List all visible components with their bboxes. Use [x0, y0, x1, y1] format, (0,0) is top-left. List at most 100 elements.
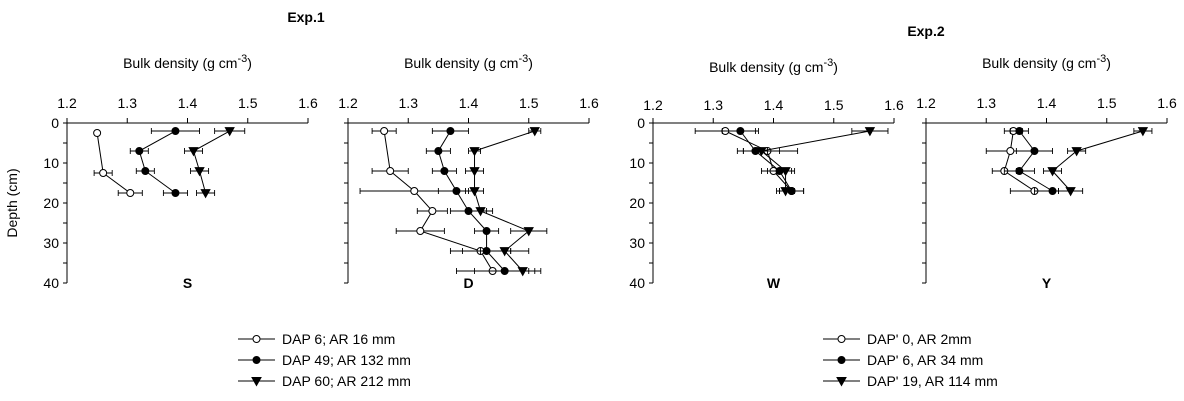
x-tick-label: 1.4: [764, 97, 784, 113]
data-point-filled-circle: [1048, 187, 1057, 195]
legend-label: DAP' 0, AR 2mm: [867, 331, 972, 347]
x-tick-label: 1.4: [1037, 95, 1057, 111]
series-line: [192, 130, 230, 194]
y-tick-label: 20: [629, 195, 645, 211]
x-tick-label: 1.2: [643, 97, 663, 113]
data-point-filled-triangle: [1071, 147, 1082, 157]
series-line: [96, 132, 131, 194]
x-axis-title-superscript: -3: [1096, 53, 1106, 65]
legend-marker-filled-circle: [837, 356, 846, 364]
x-axis-title: Bulk density (g cm-3): [404, 53, 533, 71]
series-line: [1018, 130, 1053, 192]
data-point-filled-triangle: [523, 227, 534, 237]
data-point-filled-circle: [1030, 147, 1039, 155]
x-axis-title-end: ): [247, 55, 252, 71]
legend-marker-filled-circle: [252, 356, 261, 364]
x-tick-label: 1.5: [1097, 95, 1117, 111]
panel-d: Bulk density (g cm-3) 1.2 1.3 1.4 1.5 1.6 D: [338, 53, 599, 291]
data-point-filled-triangle: [469, 187, 480, 197]
y-tick-label: 30: [629, 235, 645, 251]
legend-marker-open-circle: [837, 335, 846, 343]
data-point-filled-triangle: [756, 147, 767, 157]
data-point-filled-triangle: [200, 189, 211, 199]
x-axis-title-superscript: -3: [518, 53, 528, 65]
y-tick-label: 0: [51, 115, 59, 131]
series-line: [1003, 130, 1035, 192]
legend-label: DAP 49; AR 132 mm: [282, 352, 411, 368]
x-tick-label: 1.5: [824, 97, 844, 113]
data-point-open-circle: [126, 189, 135, 197]
legend-2: DAP' 0, AR 2mm DAP' 6, AR 34 mm DAP' 19, A…: [823, 331, 998, 389]
x-axis-title: Bulk density (g cm-3): [982, 53, 1111, 71]
data-point-filled-triangle: [1047, 167, 1058, 177]
legend-marker-filled-triangle: [251, 377, 262, 387]
y-axis-title: Depth (cm): [4, 168, 20, 237]
exp2-title: Exp.2: [907, 23, 945, 39]
x-tick-label: 1.3: [977, 95, 997, 111]
data-point-open-circle: [386, 167, 395, 175]
x-axis-title-superscript: -3: [823, 57, 833, 69]
legend-label: DAP' 19, AR 114 mm: [867, 373, 998, 389]
data-point-open-circle: [410, 187, 419, 195]
y-tick-label: 0: [637, 115, 645, 131]
data-point-filled-circle: [452, 187, 461, 195]
panel-label-s: S: [183, 275, 192, 291]
series-line: [760, 130, 870, 191]
series-line: [138, 130, 176, 194]
data-point-filled-triangle: [1137, 127, 1149, 137]
data-point-filled-triangle: [194, 167, 205, 177]
y-tick-label: 20: [43, 195, 59, 211]
x-tick-label: 1.2: [57, 95, 77, 111]
data-point-filled-circle: [141, 167, 150, 175]
legend-marker-filled-triangle: [836, 377, 847, 387]
data-point-filled-triangle: [780, 187, 791, 197]
series-line: [1051, 130, 1144, 192]
data-point-open-circle: [380, 127, 389, 135]
data-point-open-circle: [1006, 147, 1015, 155]
panel-y: Bulk density (g cm-3) 1.2 1.3 1.4 1.5 1.6 Y: [916, 53, 1177, 291]
data-point-open-circle: [428, 207, 437, 215]
x-axis-title: Bulk density (g cm-3): [123, 53, 252, 71]
data-point-filled-triangle: [780, 167, 791, 177]
legend-1: DAP 6; AR 16 mm DAP 49; AR 132 mm DAP 60; …: [238, 331, 411, 389]
panel-label-y: Y: [1042, 275, 1052, 291]
series-line: [437, 130, 506, 272]
x-tick-label: 1.6: [298, 95, 318, 111]
x-axis-title: Bulk density (g cm-3): [709, 57, 838, 75]
data-point-filled-circle: [440, 167, 449, 175]
data-point-filled-triangle: [864, 127, 876, 137]
legend-label: DAP' 6, AR 34 mm: [867, 352, 983, 368]
data-point-filled-circle: [171, 127, 180, 135]
x-tick-label: 1.3: [399, 95, 419, 111]
legend-label: DAP 6; AR 16 mm: [282, 331, 395, 347]
y-tick-label: 10: [43, 155, 59, 171]
x-tick-label: 1.2: [338, 95, 358, 111]
x-axis-title-end: ): [1106, 55, 1111, 71]
legend-marker-open-circle: [252, 335, 261, 343]
legend-label: DAP 60; AR 212 mm: [282, 373, 411, 389]
panel-label-w: W: [767, 275, 781, 291]
exp1-title: Exp.1: [287, 9, 325, 25]
data-point-filled-triangle: [499, 247, 510, 257]
data-point-filled-triangle: [529, 127, 540, 137]
data-point-filled-circle: [171, 189, 180, 197]
data-point-filled-triangle: [188, 147, 199, 157]
x-tick-label: 1.6: [579, 95, 599, 111]
x-axis-title-end: ): [833, 59, 838, 75]
x-tick-label: 1.6: [1157, 95, 1177, 111]
data-point-open-circle: [93, 129, 102, 137]
y-tick-label: 10: [629, 155, 645, 171]
x-tick-label: 1.4: [178, 95, 198, 111]
data-point-filled-circle: [135, 147, 144, 155]
x-axis-title-superscript: -3: [237, 53, 247, 65]
data-point-filled-circle: [736, 127, 745, 135]
x-tick-label: 1.4: [459, 95, 479, 111]
data-point-filled-triangle: [469, 147, 480, 157]
data-point-filled-circle: [1015, 167, 1024, 175]
y-tick-label: 30: [43, 235, 59, 251]
x-axis-title-end: ): [528, 55, 533, 71]
panel-s: Bulk density (g cm-3) 1.2 1.3 1.4 1.5 1.6 0 10 2…: [43, 53, 318, 291]
data-point-filled-triangle: [475, 207, 486, 217]
data-point-filled-circle: [446, 127, 455, 135]
